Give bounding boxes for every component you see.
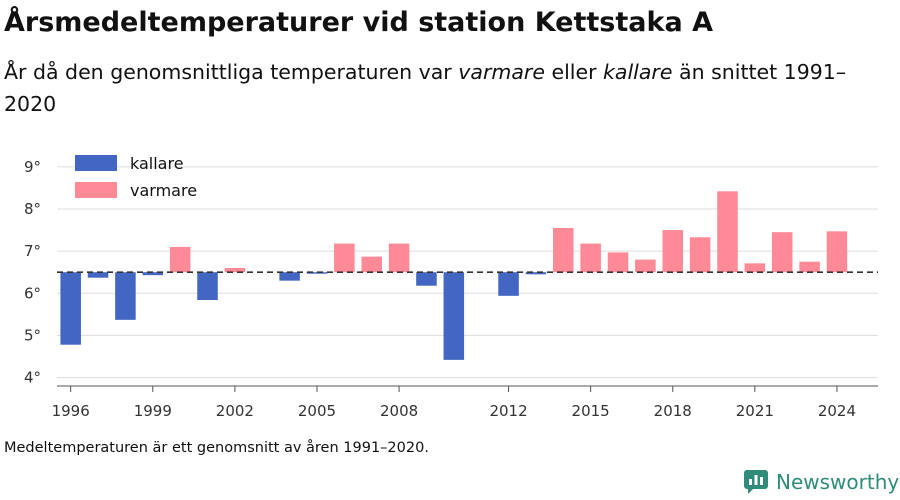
y-tick-label: 8°	[24, 200, 41, 218]
bar-warmer	[717, 191, 738, 273]
bar-colder	[525, 272, 547, 275]
subtitle-part: eller	[544, 60, 604, 84]
newsworthy-logo-icon	[744, 470, 768, 494]
chart-title: Årsmedeltemperaturer vid station Kettsta…	[4, 7, 713, 38]
bar-warmer	[799, 261, 820, 273]
y-tick-label: 7°	[24, 242, 41, 260]
bar-warmer	[826, 231, 848, 273]
bar-warmer	[224, 268, 246, 273]
bar-colder	[306, 272, 328, 274]
bar-colder	[443, 272, 465, 360]
x-tick-label: 2024	[818, 402, 856, 420]
subtitle-part: År då den genomsnittliga temperaturen va…	[4, 60, 459, 84]
brand-name: Newsworthy	[776, 470, 900, 494]
bar-warmer	[744, 263, 766, 273]
x-tick-label: 2008	[380, 402, 418, 420]
x-tick-label: 2005	[298, 402, 336, 420]
bar-colder	[60, 272, 81, 345]
newsworthy-brand: Newsworthy	[744, 468, 899, 496]
legend-swatch-varmare	[75, 182, 117, 198]
bar-warmer	[388, 243, 410, 273]
bar-warmer	[607, 252, 629, 273]
bar-warmer	[662, 230, 684, 273]
bar-warmer	[635, 259, 656, 273]
x-tick-label: 2015	[572, 402, 610, 420]
bar-colder	[416, 272, 437, 286]
x-tick-label: 2002	[216, 402, 254, 420]
x-tick-label: 1999	[134, 402, 172, 420]
bar-colder	[87, 272, 109, 278]
bar-warmer	[771, 232, 793, 273]
chart-subtitle: År då den genomsnittliga temperaturen va…	[4, 56, 864, 120]
legend-label-kallare: kallare	[130, 154, 184, 173]
legend-swatch-kallare	[75, 155, 117, 171]
legend-label-varmare: varmare	[130, 181, 197, 200]
bar-colder	[197, 272, 218, 301]
x-tick-label: 2021	[736, 402, 774, 420]
x-tick-label: 1996	[52, 402, 90, 420]
bar-warmer	[361, 256, 382, 273]
y-tick-label: 6°	[24, 284, 41, 302]
bar-warmer	[580, 243, 601, 273]
subtitle-warm-word: varmare	[458, 60, 545, 84]
y-tick-label: 5°	[24, 326, 41, 344]
temperature-bar-chart: 4° 5° 6° 7° 8° 9° 1996 1999 2002 2005 2008 2012 2015…	[24, 154, 878, 420]
subtitle-cold-word: kallare	[603, 60, 673, 84]
bar-warmer	[334, 243, 355, 273]
bar-colder	[279, 272, 300, 281]
y-tick-label: 4°	[24, 369, 41, 387]
y-tick-label: 9°	[24, 158, 41, 176]
bar-warmer	[169, 246, 191, 273]
x-tick-label: 2012	[489, 402, 527, 420]
bar-warmer	[689, 237, 711, 273]
bar-warmer	[553, 227, 574, 273]
subtitle-part: än snittet 1991–2020	[4, 60, 847, 116]
footnote: Medeltemperaturen är ett genomsnitt av å…	[4, 440, 429, 456]
bar-colder	[498, 272, 519, 296]
bar-colder	[142, 272, 164, 276]
x-tick-label: 2018	[654, 402, 692, 420]
bar-colder	[115, 272, 136, 320]
